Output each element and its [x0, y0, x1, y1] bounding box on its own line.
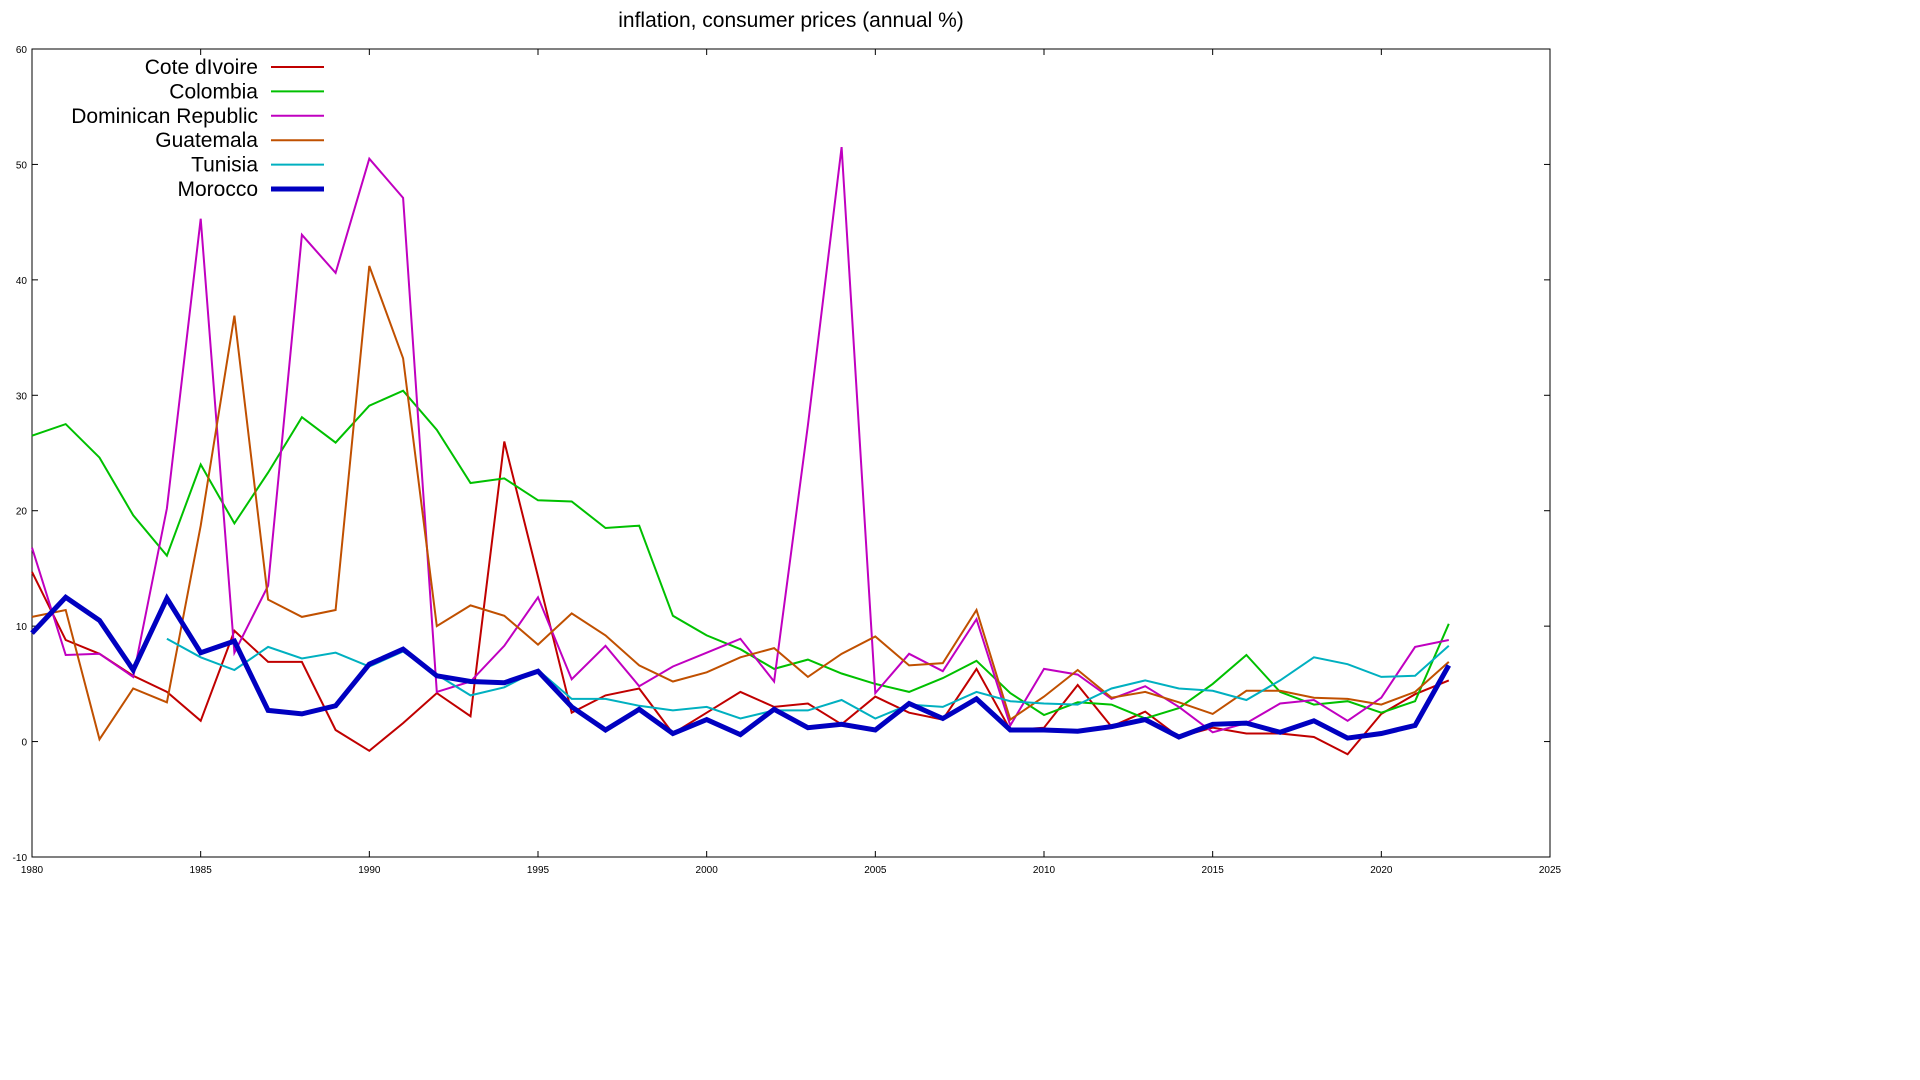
- x-tick-label: 2005: [864, 865, 887, 876]
- series-line-morocco: [30, 593, 1451, 741]
- x-tick-label: 1980: [21, 865, 44, 876]
- chart-title: inflation, consumer prices (annual %): [618, 9, 964, 32]
- legend-label-tunisia: Tunisia: [191, 154, 258, 177]
- y-tick-label: 10: [16, 622, 28, 633]
- legend-label-morocco: Morocco: [177, 178, 258, 201]
- legend-label-dominican-republic: Dominican Republic: [71, 105, 258, 128]
- y-tick-label: 50: [16, 160, 28, 171]
- y-tick-label: -10: [13, 853, 28, 864]
- x-tick-label: 1990: [358, 865, 381, 876]
- y-tick-label: 40: [16, 276, 28, 287]
- x-tick-label: 2020: [1370, 865, 1393, 876]
- y-tick-label: 60: [16, 45, 28, 56]
- legend-label-colombia: Colombia: [169, 80, 258, 103]
- y-tick-label: 20: [16, 507, 28, 518]
- line-chart: inflation, consumer prices (annual %) 19…: [13, 9, 1562, 876]
- legend-label-guatemala: Guatemala: [155, 129, 258, 152]
- x-tick-label: 2000: [696, 865, 719, 876]
- legend-label-cote-divoire: Cote dIvoire: [145, 56, 258, 79]
- x-tick-label: 2010: [1033, 865, 1056, 876]
- series-line-guatemala: [31, 265, 1450, 742]
- y-tick-label: 30: [16, 391, 28, 402]
- axis-ticks: 1980 1985 1990 1995 2000 2005 2010 2015 2020 2025…: [13, 45, 1562, 876]
- series-line-cote-divoire: [31, 441, 1450, 756]
- series-line-colombia: [31, 389, 1450, 720]
- x-tick-label: 1985: [190, 865, 213, 876]
- x-tick-label: 2015: [1202, 865, 1225, 876]
- x-tick-label: 2025: [1539, 865, 1562, 876]
- y-tick-label: 0: [21, 738, 27, 749]
- x-tick-label: 1995: [527, 865, 550, 876]
- plot-frame: [31, 48, 1551, 858]
- series-line-dominican-republic: [31, 146, 1450, 734]
- series-layer: [30, 146, 1451, 756]
